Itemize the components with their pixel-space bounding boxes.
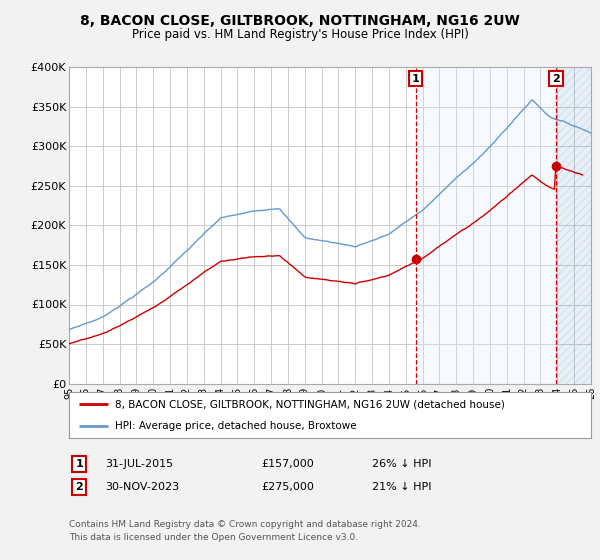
Text: 8, BACON CLOSE, GILTBROOK, NOTTINGHAM, NG16 2UW (detached house): 8, BACON CLOSE, GILTBROOK, NOTTINGHAM, N…	[115, 399, 505, 409]
Text: £157,000: £157,000	[261, 459, 314, 469]
Text: 1: 1	[412, 73, 419, 83]
Text: 31-JUL-2015: 31-JUL-2015	[105, 459, 173, 469]
Text: 26% ↓ HPI: 26% ↓ HPI	[372, 459, 431, 469]
Text: 30-NOV-2023: 30-NOV-2023	[105, 482, 179, 492]
Text: £275,000: £275,000	[261, 482, 314, 492]
Bar	[556, 67, 591, 384]
Text: 2: 2	[552, 73, 560, 83]
Text: 2: 2	[76, 482, 83, 492]
Text: Contains HM Land Registry data © Crown copyright and database right 2024.: Contains HM Land Registry data © Crown c…	[69, 520, 421, 529]
Text: 1: 1	[76, 459, 83, 469]
Text: HPI: Average price, detached house, Broxtowe: HPI: Average price, detached house, Brox…	[115, 422, 356, 431]
Text: 8, BACON CLOSE, GILTBROOK, NOTTINGHAM, NG16 2UW: 8, BACON CLOSE, GILTBROOK, NOTTINGHAM, N…	[80, 14, 520, 28]
Text: 21% ↓ HPI: 21% ↓ HPI	[372, 482, 431, 492]
Bar	[416, 67, 556, 384]
Text: Price paid vs. HM Land Registry's House Price Index (HPI): Price paid vs. HM Land Registry's House …	[131, 28, 469, 41]
Text: This data is licensed under the Open Government Licence v3.0.: This data is licensed under the Open Gov…	[69, 533, 358, 542]
